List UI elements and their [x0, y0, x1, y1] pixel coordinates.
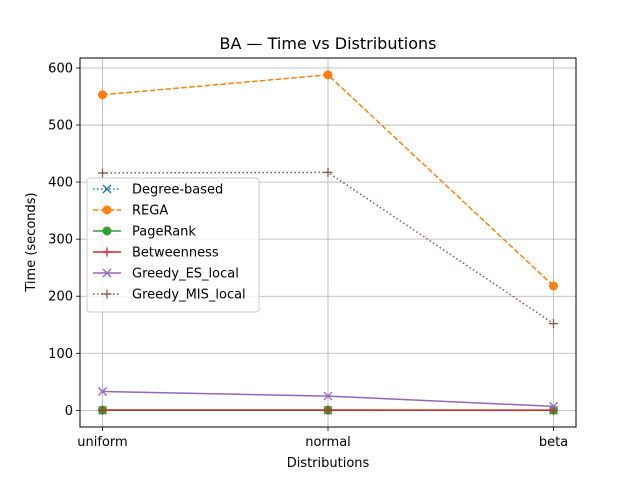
x-tick-label: beta	[539, 435, 568, 450]
y-tick-label: 200	[48, 290, 73, 305]
data-point	[98, 387, 107, 396]
y-tick-label: 0	[65, 404, 73, 419]
legend-item: Betweenness	[93, 246, 219, 261]
legend-label: PageRank	[132, 225, 196, 240]
series-greedy-es-local	[98, 387, 558, 411]
legend-item: REGA	[93, 204, 168, 219]
data-point	[549, 401, 558, 411]
data-point	[323, 70, 333, 80]
x-tick-label: uniform	[77, 435, 127, 450]
y-tick-label: 300	[48, 233, 73, 248]
legend-marker	[102, 226, 112, 236]
legend-label: Greedy_ES_local	[132, 267, 239, 282]
data-point	[549, 281, 558, 291]
y-axis: 0 100 200 300 400 500 600	[48, 61, 80, 419]
legend-marker	[102, 268, 112, 278]
data-point	[323, 391, 333, 401]
y-tick-label: 400	[48, 176, 73, 191]
data-point	[98, 90, 107, 100]
legend-label: Betweenness	[132, 246, 219, 261]
series-greedy-mis-local	[98, 167, 558, 329]
legend: Degree-based REGA PageRank Betweenness Greed…	[86, 177, 260, 313]
x-tick-label: normal	[305, 435, 351, 450]
legend-item: Degree-based	[93, 183, 223, 198]
legend-item: PageRank	[93, 225, 196, 240]
data-point	[98, 405, 107, 415]
legend-marker	[102, 289, 112, 299]
data-point	[549, 319, 558, 329]
legend-label: REGA	[132, 204, 168, 219]
y-tick-label: 500	[48, 119, 73, 134]
series-rega	[98, 70, 558, 291]
chart-title: BA — Time vs Distributions	[220, 34, 437, 53]
y-axis-label: Time (seconds)	[24, 192, 39, 292]
data-point	[323, 167, 333, 177]
legend-item: Greedy_MIS_local	[93, 288, 246, 303]
series-betweenness	[98, 405, 558, 415]
y-tick-label: 600	[48, 61, 73, 76]
series-layer	[98, 70, 558, 415]
legend-marker	[102, 247, 112, 257]
x-axis-label: Distributions	[287, 456, 370, 471]
y-tick-label: 100	[48, 347, 73, 362]
legend-marker	[102, 205, 112, 215]
x-axis: uniform normal beta	[77, 427, 568, 450]
legend-marker	[102, 184, 112, 194]
data-point	[98, 168, 107, 178]
legend-label: Degree-based	[132, 183, 223, 198]
data-point	[323, 405, 333, 415]
legend-item: Greedy_ES_local	[93, 267, 239, 282]
legend-label: Greedy_MIS_local	[132, 288, 246, 303]
legend-box	[86, 177, 260, 313]
